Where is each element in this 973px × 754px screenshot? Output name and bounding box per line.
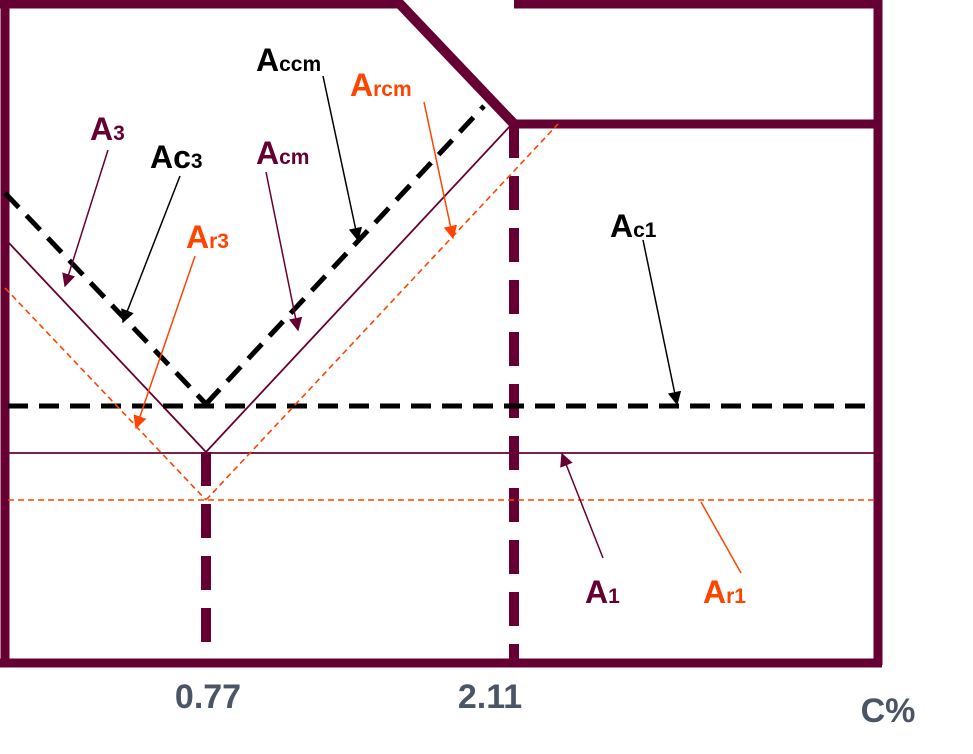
- arcm-arrow: [423, 101, 458, 240]
- a3-label: A3: [90, 111, 125, 147]
- a1-arrow: [560, 452, 604, 559]
- ac1-arrow: [642, 239, 682, 406]
- ar1-arrow: [700, 501, 742, 574]
- arcm-line: [205, 123, 559, 501]
- acm-line: [205, 123, 513, 453]
- leader-arrows: [62, 75, 742, 574]
- accm-line: [204, 104, 486, 406]
- acm-arrow: [265, 171, 303, 332]
- heating-lines: [3, 104, 876, 409]
- tick-label-eutectoid: 0.77: [175, 678, 241, 716]
- ac3-label: Ac3: [150, 139, 203, 175]
- diagram-frame: [0, 0, 883, 668]
- ar1-label: Ar1: [703, 574, 746, 610]
- ac3-line: [3, 191, 208, 406]
- ac1-label: Ac1: [610, 208, 657, 244]
- a1-label: A1: [585, 574, 620, 610]
- acm-label: Acm: [256, 135, 309, 171]
- ar3-arrow: [133, 255, 196, 430]
- ar3-label: Ar3: [186, 219, 229, 255]
- ac3-arrow: [121, 175, 181, 324]
- a3-line: [7, 241, 207, 453]
- tick-label-max-solubility: 2.11: [458, 678, 522, 716]
- equilibrium-lines: [7, 123, 876, 454]
- accm-arrow: [322, 75, 363, 242]
- a3-arrow: [62, 149, 109, 288]
- accm-label: Accm: [256, 42, 321, 78]
- ar3-line: [4, 287, 207, 501]
- x-axis-label: C%: [861, 692, 916, 730]
- arcm-label: Arcm: [350, 67, 412, 103]
- cooling-lines: [4, 123, 876, 501]
